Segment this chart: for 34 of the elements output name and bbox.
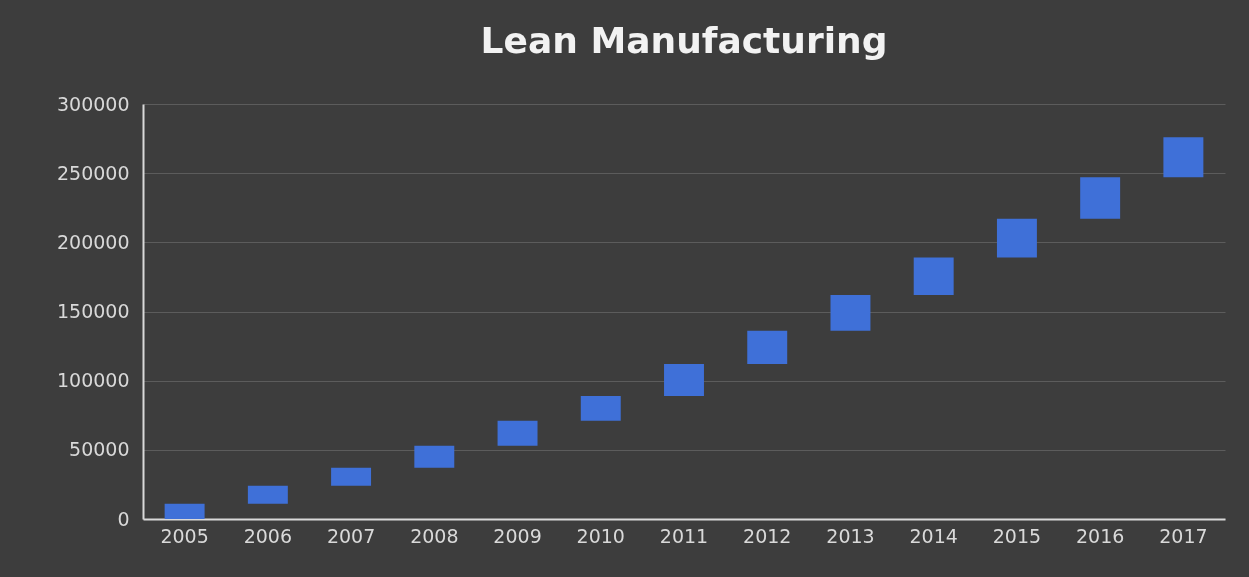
y-tick-label: 300000 [56,92,130,115]
bar [164,503,205,519]
x-tick-label: 2014 [909,524,958,547]
chart-title: Lean Manufacturing [480,20,888,61]
y-tick-label: 250000 [56,161,130,184]
y-tick-label: 50000 [69,438,130,461]
y-tick-label: 100000 [56,369,130,392]
x-tick-label: 2007 [326,524,376,547]
bar [913,257,954,295]
bar [830,294,871,331]
bar [664,364,704,396]
bar [247,485,288,504]
y-tick-label: 200000 [56,230,130,253]
x-tick-label: 2017 [1159,524,1208,547]
x-tick-label: 2005 [160,524,209,547]
y-tick-label: 0 [117,507,130,530]
bar [414,445,455,468]
bar [1163,137,1204,178]
x-tick-label: 2009 [493,524,542,547]
bar [747,330,788,365]
bar [996,218,1037,258]
y-tick-label: 150000 [56,300,130,322]
bar [331,467,372,486]
x-tick-label: 2015 [992,524,1042,547]
x-tick-label: 2013 [826,524,875,547]
x-tick-label: 2010 [576,524,625,547]
bar [1080,177,1121,219]
x-tick-label: 2008 [410,524,459,547]
bar [580,395,621,421]
x-tick-label: 2016 [1075,524,1125,547]
x-tick-label: 2011 [659,524,709,547]
x-tick-label: 2006 [243,524,293,547]
x-tick-label: 2012 [743,524,792,547]
bar [497,420,538,446]
